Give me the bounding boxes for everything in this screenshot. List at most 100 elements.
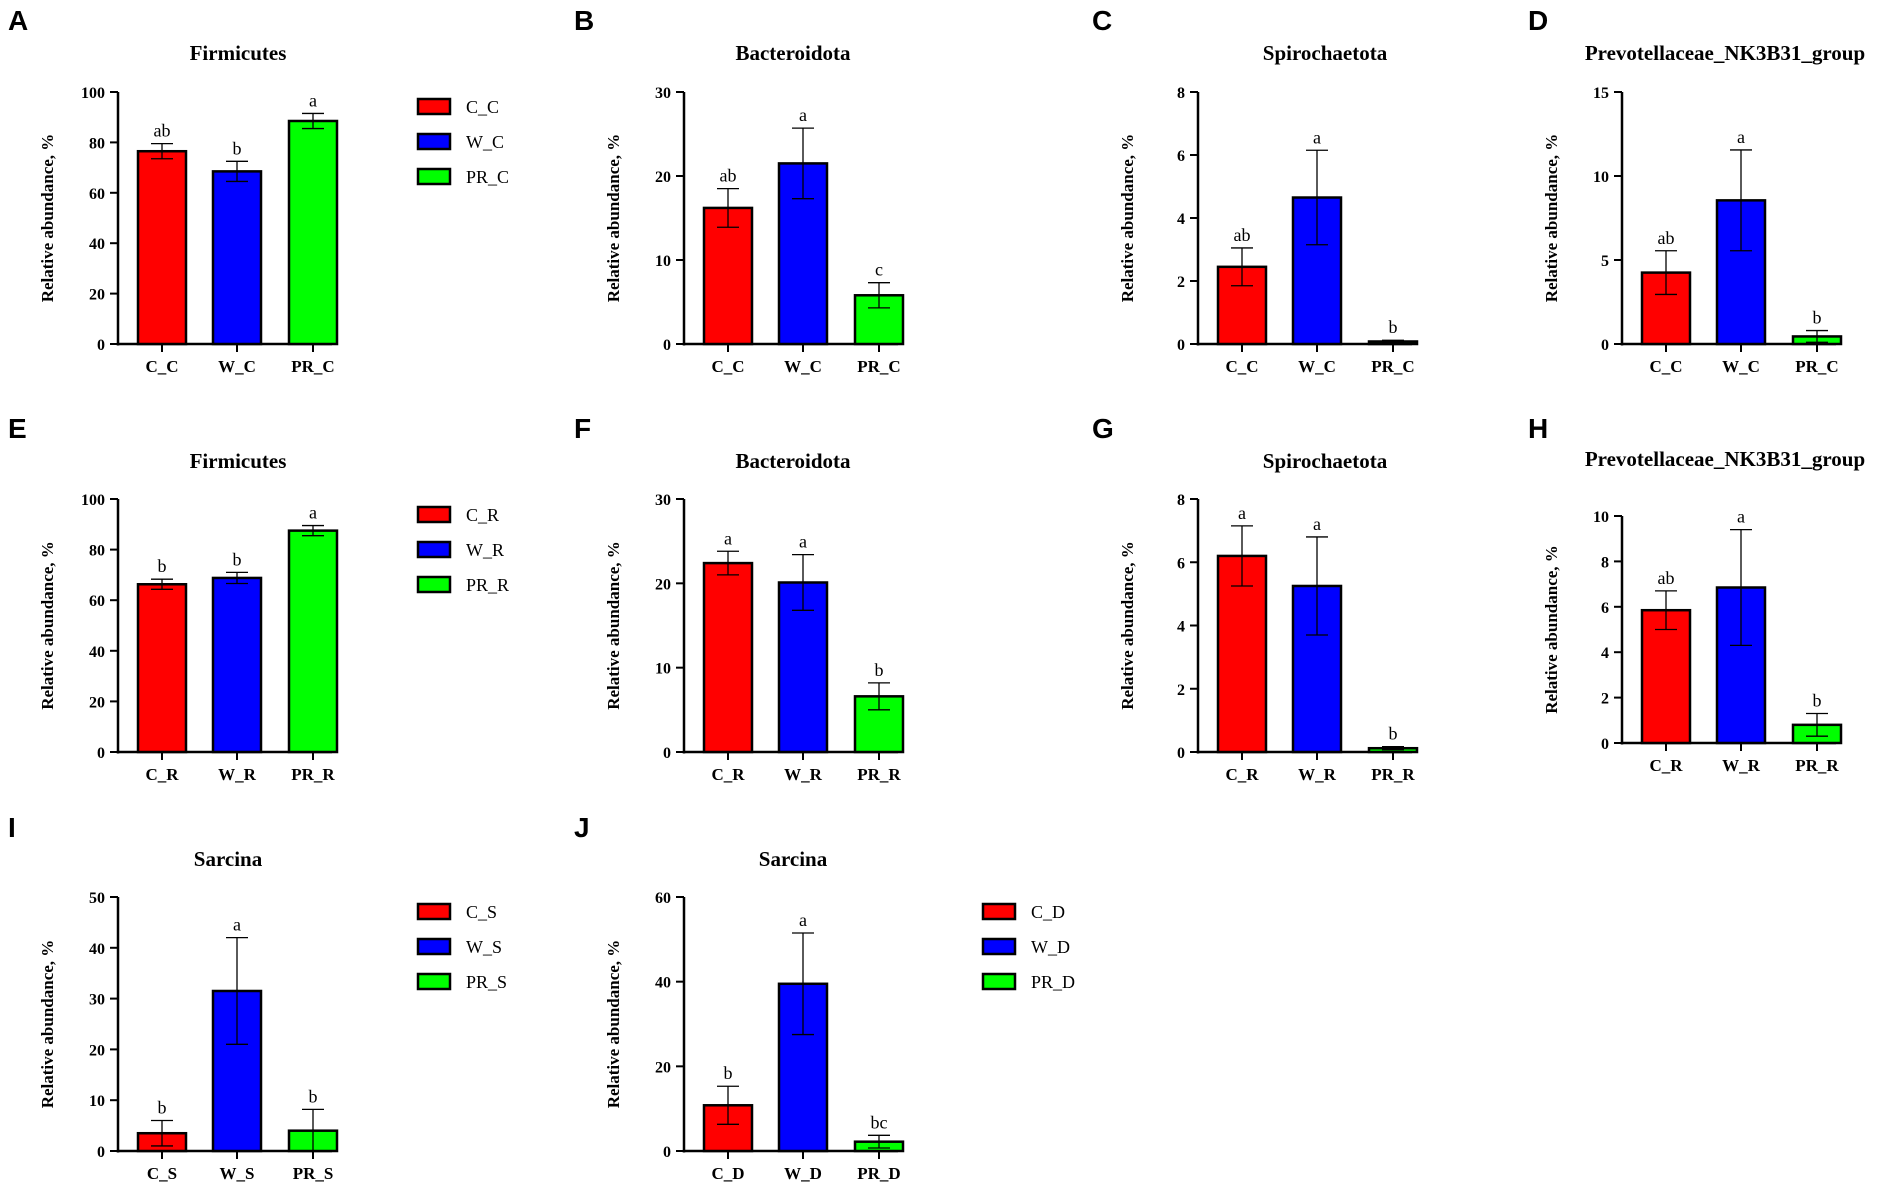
y-tick-label-d: 0: [1601, 337, 1609, 354]
significance-letter-i: b: [309, 1086, 318, 1106]
y-axis-label-f: Relative abundance, %: [604, 541, 623, 710]
chart-title-c: Spirochaetota: [1263, 41, 1388, 65]
y-tick-label-h: 10: [1593, 509, 1609, 526]
x-tick-label-j: PR_D: [857, 1164, 900, 1183]
x-tick-label-d: PR_C: [1795, 357, 1838, 376]
y-tick-label-e: 40: [89, 644, 105, 661]
significance-letter-b: a: [799, 105, 807, 125]
y-tick-label-h: 6: [1601, 600, 1609, 617]
x-tick-label-e: PR_R: [291, 765, 335, 784]
significance-letter-f: b: [875, 660, 884, 680]
y-tick-label-a: 60: [89, 186, 105, 203]
panel-letter-h: H: [1528, 413, 1548, 444]
x-tick-label-d: C_C: [1649, 357, 1682, 376]
y-tick-label-h: 2: [1601, 691, 1609, 708]
y-tick-label-e: 100: [81, 492, 105, 509]
y-tick-label-f: 20: [655, 576, 671, 593]
x-tick-label-g: PR_R: [1371, 765, 1415, 784]
x-tick-label-c: C_C: [1225, 357, 1258, 376]
legend-label-a: C_C: [466, 97, 499, 117]
legend-label-i: W_S: [466, 937, 502, 957]
chart-title-e: Firmicutes: [190, 449, 287, 473]
legend-swatch-j: [981, 972, 1017, 991]
y-tick-label-c: 8: [1177, 85, 1185, 102]
bar-e-c_r: [136, 583, 188, 754]
chart-title-g: Spirochaetota: [1263, 449, 1388, 473]
significance-letter-d: a: [1737, 127, 1745, 147]
y-tick-label-j: 40: [655, 975, 671, 992]
x-tick-label-f: C_R: [711, 765, 745, 784]
x-tick-label-b: C_C: [711, 357, 744, 376]
significance-letter-h: a: [1737, 507, 1745, 527]
significance-letter-a: b: [233, 138, 242, 158]
y-tick-label-b: 30: [655, 85, 671, 102]
panel-letter-b: B: [574, 5, 594, 36]
bar-f-c_r: [702, 561, 754, 754]
legend-swatch-e: [416, 505, 452, 524]
x-tick-label-b: W_C: [784, 357, 822, 376]
y-tick-label-i: 20: [89, 1042, 105, 1059]
y-tick-label-d: 10: [1593, 169, 1609, 186]
significance-letter-d: b: [1813, 308, 1822, 328]
y-tick-label-j: 20: [655, 1059, 671, 1076]
chart-title-j: Sarcina: [759, 847, 828, 871]
x-tick-label-f: PR_R: [857, 765, 901, 784]
significance-letter-f: a: [724, 528, 732, 548]
legend-label-a: PR_C: [466, 167, 509, 187]
legend-swatch-i: [416, 937, 452, 956]
y-tick-label-d: 15: [1593, 85, 1609, 102]
chart-title-i: Sarcina: [194, 847, 263, 871]
y-tick-label-c: 4: [1177, 211, 1185, 228]
significance-letter-c: b: [1389, 317, 1398, 337]
significance-letter-d: ab: [1658, 228, 1675, 248]
panel-letter-g: G: [1092, 413, 1114, 444]
y-tick-label-e: 60: [89, 593, 105, 610]
legend-swatch-e: [416, 540, 452, 559]
y-tick-label-i: 30: [89, 992, 105, 1009]
y-axis-label-a: Relative abundance, %: [38, 134, 57, 303]
x-tick-label-e: W_R: [218, 765, 257, 784]
x-tick-label-j: C_D: [711, 1164, 744, 1183]
significance-letter-g: a: [1238, 503, 1246, 523]
significance-letter-e: b: [158, 556, 167, 576]
x-tick-label-c: W_C: [1298, 357, 1336, 376]
chart-title-f: Bacteroidota: [735, 449, 851, 473]
y-tick-label-c: 0: [1177, 337, 1185, 354]
legend-label-i: C_S: [466, 902, 497, 922]
y-tick-label-f: 10: [655, 661, 671, 678]
significance-letter-a: a: [309, 90, 317, 110]
y-tick-label-e: 0: [97, 745, 105, 762]
y-axis-label-j: Relative abundance, %: [604, 940, 623, 1109]
y-tick-label-g: 6: [1177, 555, 1185, 572]
panel-letter-i: I: [8, 812, 16, 843]
significance-letter-b: ab: [720, 166, 737, 186]
y-tick-label-h: 0: [1601, 736, 1609, 753]
y-tick-label-h: 8: [1601, 554, 1609, 571]
bar-b-c_c: [702, 206, 754, 346]
significance-letter-h: b: [1813, 690, 1822, 710]
y-tick-label-e: 80: [89, 543, 105, 560]
x-tick-label-g: C_R: [1225, 765, 1259, 784]
legend-swatch-a: [416, 97, 452, 116]
significance-letter-c: a: [1313, 127, 1321, 147]
y-tick-label-j: 0: [663, 1144, 671, 1161]
significance-letter-f: a: [799, 532, 807, 552]
x-tick-label-c: PR_C: [1371, 357, 1414, 376]
y-tick-label-g: 8: [1177, 492, 1185, 509]
y-tick-label-d: 5: [1601, 253, 1609, 270]
y-axis-label-g: Relative abundance, %: [1118, 541, 1137, 710]
x-tick-label-j: W_D: [784, 1164, 822, 1183]
legend-swatch-a: [416, 132, 452, 151]
legend-label-j: C_D: [1031, 902, 1065, 922]
y-tick-label-c: 6: [1177, 148, 1185, 165]
y-tick-label-b: 0: [663, 337, 671, 354]
y-tick-label-a: 40: [89, 236, 105, 253]
x-tick-label-i: PR_S: [293, 1164, 334, 1183]
y-axis-label-i: Relative abundance, %: [38, 940, 57, 1109]
y-tick-label-a: 80: [89, 135, 105, 152]
legend-swatch-i: [416, 972, 452, 991]
significance-letter-c: ab: [1234, 225, 1251, 245]
y-tick-label-i: 40: [89, 941, 105, 958]
y-tick-label-c: 2: [1177, 274, 1185, 291]
